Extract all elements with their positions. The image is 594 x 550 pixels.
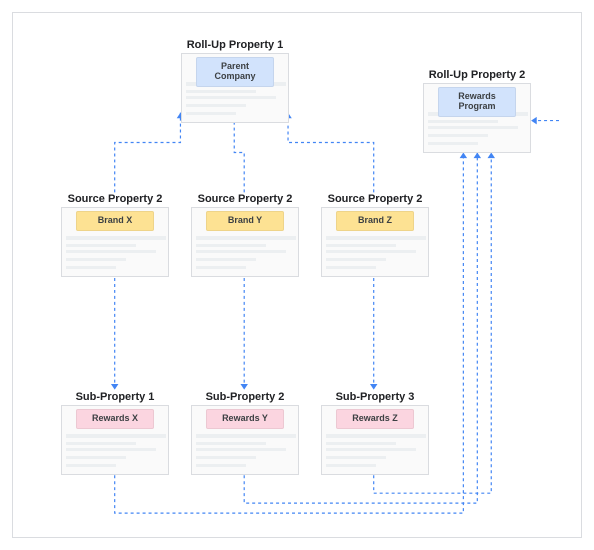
- node-title: Source Property 2: [61, 193, 169, 205]
- dashboard-thumbnail: Rewards X: [61, 405, 169, 475]
- node-title: Sub-Property 3: [321, 391, 429, 403]
- node-title: Source Property 2: [321, 193, 429, 205]
- node-badge: Rewards Program: [438, 87, 516, 117]
- dashboard-thumbnail: Brand Z: [321, 207, 429, 277]
- arrowhead-icon: [111, 384, 118, 390]
- node-sub2: Sub-Property 2 Rewards Y: [191, 391, 299, 475]
- edge-1: [234, 113, 244, 193]
- dashboard-thumbnail: Rewards Z: [321, 405, 429, 475]
- diagram-canvas: Roll-Up Property 1Parent CompanyRoll-Up …: [12, 12, 582, 538]
- node-badge: Rewards Z: [336, 409, 414, 429]
- node-badge: Rewards X: [76, 409, 154, 429]
- arrowhead-icon: [474, 152, 481, 158]
- node-sub3: Sub-Property 3 Rewards Z: [321, 391, 429, 475]
- node-badge: Brand Y: [206, 211, 284, 231]
- dashboard-thumbnail: Brand Y: [191, 207, 299, 277]
- dashboard-thumbnail: Brand X: [61, 207, 169, 277]
- node-sub1: Sub-Property 1 Rewards X: [61, 391, 169, 475]
- node-badge: Parent Company: [196, 57, 274, 87]
- node-badge: Brand Z: [336, 211, 414, 231]
- arrowhead-icon: [488, 152, 495, 158]
- dashboard-thumbnail: Rewards Program: [423, 83, 531, 153]
- node-rollup2: Roll-Up Property 2 Rewards Program: [423, 69, 531, 153]
- node-badge: Rewards Y: [206, 409, 284, 429]
- edge-2: [288, 113, 374, 193]
- arrowhead-icon: [460, 152, 467, 158]
- node-title: Sub-Property 1: [61, 391, 169, 403]
- node-src1: Source Property 2 Brand X: [61, 193, 169, 277]
- node-title: Sub-Property 2: [191, 391, 299, 403]
- node-title: Roll-Up Property 1: [181, 39, 289, 51]
- node-title: Roll-Up Property 2: [423, 69, 531, 81]
- arrowhead-icon: [531, 117, 537, 124]
- node-rollup1: Roll-Up Property 1 Parent Company: [181, 39, 289, 123]
- node-src2: Source Property 2 Brand Y: [191, 193, 299, 277]
- dashboard-thumbnail: Parent Company: [181, 53, 289, 123]
- node-title: Source Property 2: [191, 193, 299, 205]
- dashboard-thumbnail: Rewards Y: [191, 405, 299, 475]
- arrowhead-icon: [370, 384, 377, 390]
- arrowhead-icon: [240, 384, 247, 390]
- node-src3: Source Property 2 Brand Z: [321, 193, 429, 277]
- node-badge: Brand X: [76, 211, 154, 231]
- edge-0: [115, 113, 181, 193]
